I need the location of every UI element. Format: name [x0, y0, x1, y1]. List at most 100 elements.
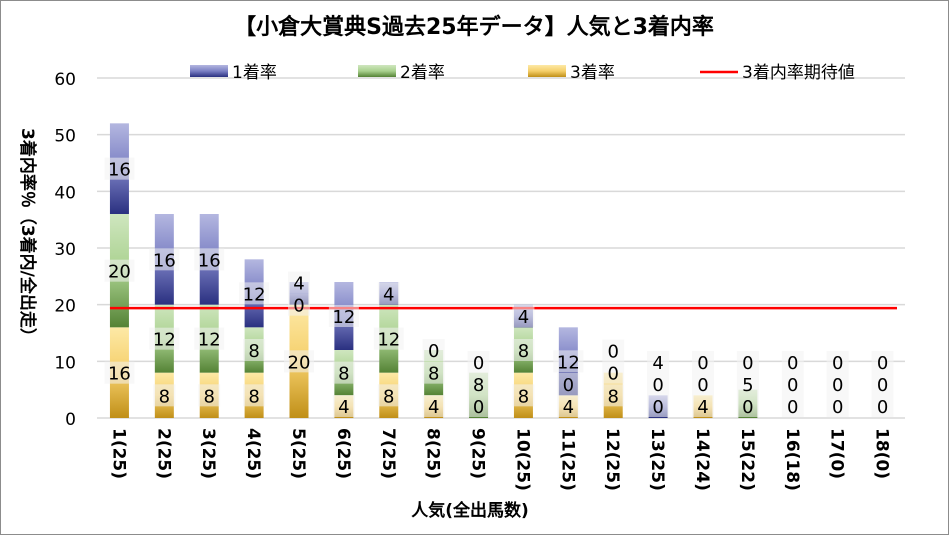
x-tick-label: 11(25) — [557, 428, 577, 491]
data-label-bg — [377, 282, 400, 305]
data-label: 8 — [607, 386, 618, 407]
data-label: 5 — [742, 375, 753, 396]
y-axis-title: 3着内率％（3着内/全出走） — [17, 128, 38, 345]
legend-label: 2着率 — [400, 63, 445, 83]
data-label: 0 — [652, 375, 663, 396]
data-label: 0 — [832, 375, 843, 396]
data-label-bg — [602, 361, 625, 384]
data-label: 0 — [697, 375, 708, 396]
x-tick-label: 6(25) — [333, 428, 353, 479]
data-label-bg — [871, 351, 894, 373]
data-label-bg — [826, 351, 849, 373]
data-label: 8 — [518, 341, 529, 362]
data-label: 20 — [108, 262, 131, 283]
y-tick-label: 20 — [54, 297, 76, 317]
data-label-bg — [871, 395, 894, 417]
y-tick-label: 0 — [65, 410, 76, 430]
x-tick-label: 2(25) — [153, 428, 173, 479]
data-label: 16 — [198, 250, 221, 271]
data-label: 0 — [787, 353, 798, 374]
data-label: 0 — [607, 364, 618, 385]
data-label: 8 — [518, 386, 529, 407]
data-label: 8 — [159, 386, 170, 407]
data-label-bg — [104, 157, 135, 180]
data-label-bg — [288, 293, 310, 316]
x-tick-label: 9(25) — [468, 428, 488, 479]
data-label: 0 — [697, 353, 708, 374]
data-label-bg — [557, 395, 580, 417]
chart-title: 【小倉大賞典S過去25年データ】人気と3着内率 — [234, 14, 714, 40]
data-label: 16 — [153, 250, 176, 271]
data-label-bg — [149, 248, 180, 271]
data-label: 8 — [428, 364, 439, 385]
data-label-bg — [288, 271, 310, 294]
x-axis-title: 人気(全出馬数) — [411, 500, 529, 521]
data-label-bg — [243, 339, 266, 361]
data-label-bg — [467, 351, 490, 373]
y-tick-label: 10 — [54, 353, 76, 373]
legend-swatch — [190, 65, 228, 77]
data-label: 0 — [832, 353, 843, 374]
data-label-bg — [512, 339, 535, 361]
data-label: 8 — [383, 386, 394, 407]
data-label-bg — [781, 395, 804, 417]
data-label: 4 — [652, 353, 663, 374]
data-label-bg — [377, 384, 400, 407]
data-label: 16 — [108, 364, 131, 385]
data-label: 0 — [742, 353, 753, 374]
data-label: 8 — [473, 375, 484, 396]
data-label: 12 — [332, 307, 355, 328]
data-label-bg — [602, 384, 625, 407]
data-label: 4 — [518, 307, 529, 328]
data-label: 0 — [787, 375, 798, 396]
data-label-bg — [736, 351, 759, 373]
data-label-bg — [198, 384, 221, 407]
data-label-bg — [149, 327, 180, 350]
data-label: 4 — [293, 274, 304, 295]
data-label: 0 — [787, 397, 798, 418]
x-tick-label: 8(25) — [423, 428, 443, 479]
data-label-bg — [692, 373, 714, 395]
data-label-bg — [512, 305, 535, 327]
data-label: 8 — [248, 341, 259, 362]
data-label: 0 — [607, 342, 618, 363]
data-label-bg — [512, 384, 535, 407]
x-tick-label: 14(24) — [692, 428, 712, 491]
y-tick-label: 50 — [54, 127, 76, 147]
data-label: 0 — [877, 353, 888, 374]
x-tick-label: 1(25) — [108, 428, 128, 479]
data-label-bg — [194, 327, 225, 350]
data-label-bg — [781, 351, 804, 373]
data-label-bg — [553, 350, 584, 373]
data-label-bg — [332, 361, 355, 384]
data-label: 0 — [293, 296, 304, 317]
data-label: 4 — [338, 397, 349, 418]
data-label-bg — [284, 350, 314, 373]
data-label: 12 — [377, 330, 400, 351]
data-label-bg — [826, 373, 849, 395]
data-label-bg — [153, 384, 176, 407]
data-label: 0 — [473, 353, 484, 374]
data-label: 0 — [473, 397, 484, 418]
data-label-bg — [871, 373, 894, 395]
data-label-bg — [647, 395, 670, 417]
x-tick-label: 5(25) — [288, 428, 308, 479]
data-label-bg — [194, 248, 225, 271]
data-label: 8 — [338, 364, 349, 385]
x-tick-label: 13(25) — [647, 428, 667, 491]
legend-swatch — [528, 65, 566, 77]
data-label-bg — [647, 351, 670, 373]
data-label: 16 — [108, 160, 131, 181]
x-tick-label: 18(0) — [872, 428, 892, 479]
data-label: 0 — [563, 375, 574, 396]
data-label-bg — [736, 373, 759, 395]
x-tick-label: 7(25) — [378, 428, 398, 479]
data-label-bg — [736, 395, 759, 417]
y-tick-label: 60 — [54, 70, 76, 90]
data-label-bg — [422, 361, 445, 384]
x-tick-label: 4(25) — [243, 428, 263, 479]
data-label: 12 — [153, 330, 176, 351]
x-tick-label: 3(25) — [198, 428, 218, 479]
data-label-bg — [104, 259, 135, 282]
